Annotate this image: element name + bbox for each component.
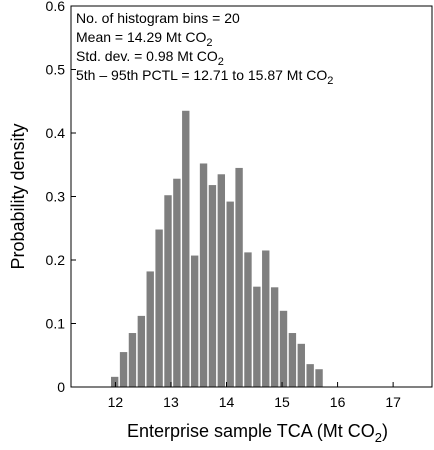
- histogram-bar: [217, 174, 226, 387]
- y-axis: 0 0.1 0.2 0.3 0.4 0.5 0.6: [46, 0, 76, 395]
- histogram-bar: [173, 178, 181, 387]
- histogram-bar: [253, 286, 261, 387]
- stats-annotation-line: Mean = 14.29 Mt CO2: [76, 29, 212, 49]
- x-tick-label: 14: [219, 394, 235, 410]
- stats-annotation-line: Std. dev. = 0.98 Mt CO2: [76, 48, 224, 68]
- histogram-bar: [182, 110, 190, 388]
- stats-annotation-line: 5th – 95th PCTL = 12.71 to 15.87 Mt CO2: [76, 67, 333, 87]
- y-tick-label: 0.6: [46, 0, 66, 14]
- y-tick-label: 0.3: [46, 189, 66, 205]
- x-axis: 12 13 14 15 16 17: [108, 382, 401, 410]
- histogram-bar: [306, 364, 314, 387]
- histogram-bar: [262, 250, 270, 387]
- histogram-bar: [110, 376, 119, 387]
- histogram-bar: [199, 163, 208, 387]
- stats-annotation-line: No. of histogram bins = 20: [76, 10, 240, 26]
- histogram-bars: [110, 110, 323, 388]
- histogram-bar: [119, 352, 128, 387]
- histogram-bar: [137, 315, 146, 387]
- x-tick-label: 12: [108, 394, 124, 410]
- histogram-bar: [315, 369, 323, 387]
- x-tick-label: 16: [330, 394, 346, 410]
- histogram-bar: [190, 255, 199, 387]
- y-tick-label: 0.2: [46, 252, 66, 268]
- stats-annotations: No. of histogram bins = 20 Mean = 14.29 M…: [76, 10, 333, 87]
- histogram-bar: [270, 287, 279, 387]
- x-tick-label: 17: [385, 394, 401, 410]
- y-tick-label: 0.1: [46, 316, 66, 332]
- y-tick-label: 0.5: [46, 62, 66, 78]
- histogram-bar: [128, 333, 137, 387]
- x-tick-label: 13: [163, 394, 179, 410]
- y-tick-label: 0.4: [46, 125, 66, 141]
- x-axis-title: Enterprise sample TCA (Mt CO2): [127, 421, 388, 445]
- histogram-bar: [226, 201, 234, 387]
- histogram-bar: [244, 252, 252, 387]
- histogram-bar: [208, 185, 217, 387]
- histogram-bar: [146, 271, 154, 387]
- histogram-bar: [164, 195, 172, 387]
- histogram-bar: [235, 167, 243, 387]
- histogram-bar: [155, 229, 163, 387]
- histogram-bar: [288, 333, 297, 387]
- x-tick-label: 15: [274, 394, 290, 410]
- y-axis-title: Probability density: [8, 123, 28, 269]
- histogram-bar: [297, 343, 305, 387]
- histogram-bar: [279, 310, 288, 387]
- y-tick-label: 0: [57, 379, 65, 395]
